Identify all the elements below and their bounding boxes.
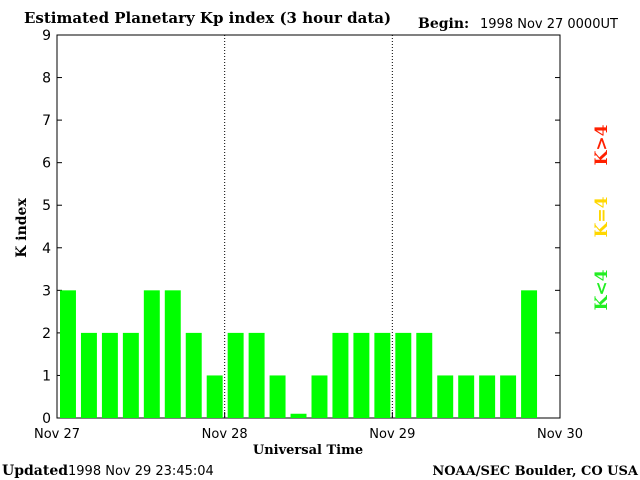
x-tick-label: Nov 27 xyxy=(34,427,80,442)
kp-bar xyxy=(227,332,244,418)
legend-item-2: K=4 xyxy=(592,196,612,237)
y-tick-label: 7 xyxy=(42,113,51,129)
y-tick-label: 5 xyxy=(42,198,51,214)
kp-bar xyxy=(521,290,538,418)
kp-bar xyxy=(248,332,265,418)
y-tick-label: 9 xyxy=(42,28,51,44)
kp-bar xyxy=(206,375,223,418)
x-tick-label: Nov 30 xyxy=(537,427,583,442)
y-axis-label: K index xyxy=(14,198,30,258)
y-tick-label: 0 xyxy=(42,411,51,427)
y-tick-label: 1 xyxy=(42,368,51,384)
kp-bar xyxy=(122,332,139,418)
kp-bar xyxy=(500,375,517,418)
kp-bar xyxy=(101,332,118,418)
kp-bar xyxy=(458,375,475,418)
kp-bar xyxy=(332,332,349,418)
x-tick-label: Nov 29 xyxy=(369,427,415,442)
kp-bar xyxy=(416,332,433,418)
plot-frame xyxy=(56,34,561,419)
updated-label: Updated xyxy=(2,463,68,479)
kp-bar xyxy=(164,290,181,418)
kp-bar xyxy=(143,290,160,418)
kp-bar xyxy=(60,290,76,418)
y-tick-label: 6 xyxy=(42,156,51,172)
begin-value: 1998 Nov 27 0000UT xyxy=(480,17,618,32)
kp-bar xyxy=(311,375,328,418)
kp-bar xyxy=(479,375,496,418)
y-tick-label: 2 xyxy=(42,326,51,342)
legend-item-3: K<4 xyxy=(592,269,612,310)
x-tick-label: Nov 28 xyxy=(202,427,248,442)
kp-bar xyxy=(353,332,370,418)
kp-bar xyxy=(437,375,454,418)
kp-bar xyxy=(395,332,412,418)
kp-bar xyxy=(374,332,391,418)
x-axis-label: Universal Time xyxy=(253,443,363,458)
chart-title: Estimated Planetary Kp index (3 hour dat… xyxy=(24,9,391,27)
kp-bar xyxy=(269,375,286,418)
y-tick-label: 4 xyxy=(42,241,51,257)
kp-bar xyxy=(185,332,202,418)
y-tick-label: 8 xyxy=(42,71,51,87)
kp-bar xyxy=(290,413,307,418)
legend-item-1: K>4 xyxy=(592,124,612,165)
kp-bar xyxy=(80,332,97,418)
begin-label: Begin: xyxy=(418,16,469,32)
credit-text: NOAA/SEC Boulder, CO USA xyxy=(432,464,639,479)
legend: K>4 K=4 K<4 xyxy=(592,124,612,310)
updated-value: 1998 Nov 29 23:45:04 xyxy=(68,464,214,479)
plot-area: 0 1 2 3 4 5 6 7 8 9 Nov 27 Nov 28 Nov 29 Nov 30 xyxy=(34,28,583,442)
y-tick-label: 3 xyxy=(42,283,51,299)
